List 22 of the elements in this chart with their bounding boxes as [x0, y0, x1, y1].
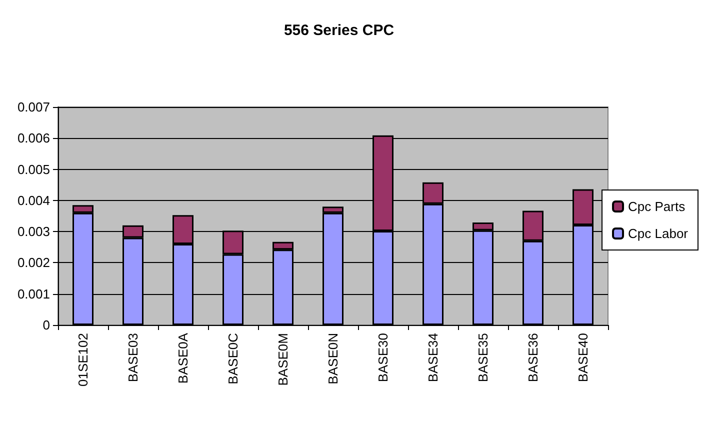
y-tick-label: 0.001 [17, 286, 50, 302]
y-tick-label: 0.004 [17, 192, 50, 208]
x-tick-label: 01SE102 [76, 333, 90, 386]
x-tick-label: BASE34 [426, 333, 440, 382]
y-tick-label: 0.006 [17, 130, 50, 146]
x-tick-label: BASE30 [376, 333, 390, 382]
x-tick-label: BASE0N [326, 333, 340, 384]
x-tick-label: BASE35 [476, 333, 490, 382]
x-tick-label: BASE0M [276, 333, 290, 386]
y-tick-label: 0.005 [17, 162, 50, 177]
legend-label: Cpc Labor [628, 226, 689, 241]
y-tick-label: 0.003 [17, 224, 50, 240]
x-tick-label: BASE36 [526, 333, 540, 382]
x-tick-label: BASE03 [126, 333, 140, 382]
x-tick-label: BASE0A [176, 332, 190, 384]
x-tick-label: BASE40 [576, 333, 590, 382]
y-tick-label: 0 [42, 318, 50, 332]
legend-label: Cpc Parts [628, 199, 686, 214]
y-tick-label: 0.002 [17, 255, 50, 270]
y-tick-label: 0.007 [17, 100, 50, 114]
x-tick-label: BASE0C [226, 333, 240, 384]
chart-title: 556 Series CPC [284, 22, 394, 39]
